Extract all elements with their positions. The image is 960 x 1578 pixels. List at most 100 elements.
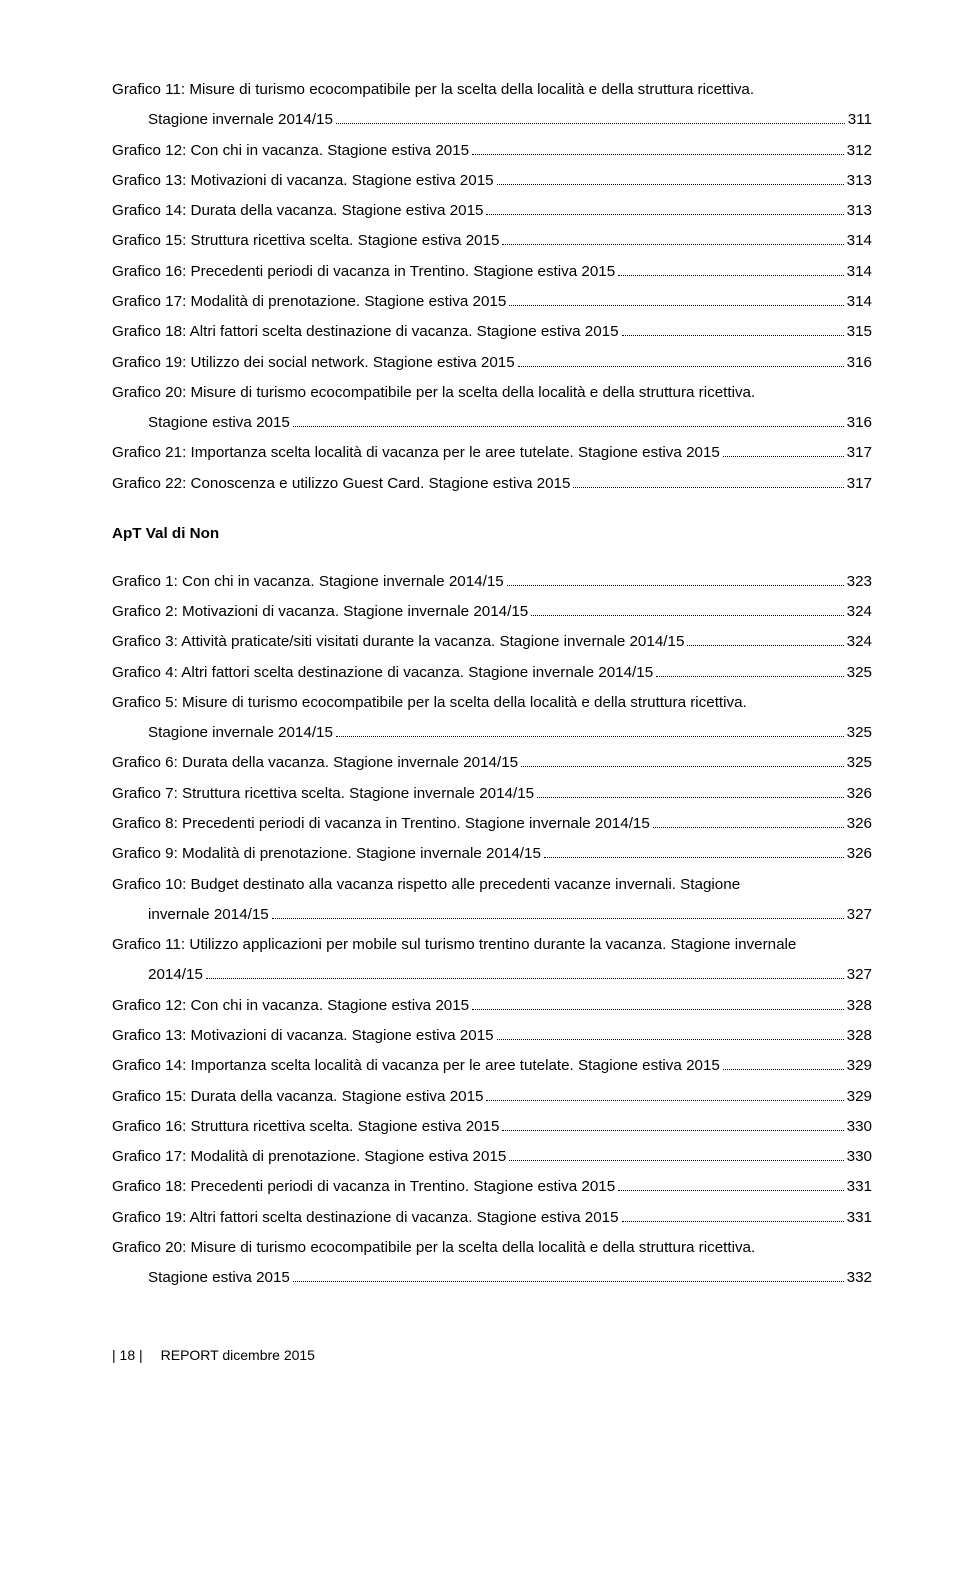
- toc-entry-text: Grafico 6: Durata della vacanza. Stagion…: [112, 751, 518, 774]
- toc-entry-text: 2014/15: [148, 963, 203, 986]
- toc-entry: Grafico 11: Utilizzo applicazioni per mo…: [112, 933, 872, 956]
- toc-entry-text: Grafico 11: Misure di turismo ecocompati…: [112, 78, 754, 101]
- toc-entry: Grafico 11: Misure di turismo ecocompati…: [112, 78, 872, 101]
- toc-leader-dots: [272, 918, 844, 919]
- toc-entry-page: 311: [848, 108, 872, 131]
- page-number: | 18 |: [112, 1347, 143, 1363]
- toc-leader-dots: [687, 645, 843, 646]
- toc-entry: Grafico 14: Importanza scelta località d…: [112, 1054, 872, 1077]
- toc-entry: Grafico 13: Motivazioni di vacanza. Stag…: [112, 169, 872, 192]
- toc-leader-dots: [723, 456, 844, 457]
- toc-entry-text: Grafico 8: Precedenti periodi di vacanza…: [112, 812, 650, 835]
- toc-entry: Grafico 16: Struttura ricettiva scelta. …: [112, 1115, 872, 1138]
- toc-entry-text: Grafico 17: Modalità di prenotazione. St…: [112, 1145, 506, 1168]
- toc-leader-dots: [293, 1281, 844, 1282]
- section-heading: ApT Val di Non: [112, 525, 872, 542]
- toc-leader-dots: [502, 1130, 843, 1131]
- toc-entry-text: Grafico 18: Precedenti periodi di vacanz…: [112, 1175, 615, 1198]
- toc-group-top: Grafico 11: Misure di turismo ecocompati…: [112, 78, 872, 495]
- toc-entry-text: Grafico 12: Con chi in vacanza. Stagione…: [112, 994, 469, 1017]
- toc-entry-page: 313: [847, 199, 872, 222]
- toc-entry: Grafico 2: Motivazioni di vacanza. Stagi…: [112, 600, 872, 623]
- toc-leader-dots: [653, 827, 844, 828]
- toc-entry-text: Grafico 9: Modalità di prenotazione. Sta…: [112, 842, 541, 865]
- toc-entry-page: 328: [847, 994, 872, 1017]
- toc-entry-page: 325: [847, 661, 872, 684]
- toc-leader-dots: [531, 615, 843, 616]
- toc-leader-dots: [518, 366, 844, 367]
- toc-entry: Grafico 18: Precedenti periodi di vacanz…: [112, 1175, 872, 1198]
- toc-entry-text: Grafico 16: Struttura ricettiva scelta. …: [112, 1115, 499, 1138]
- toc-leader-dots: [336, 123, 845, 124]
- toc-leader-dots: [573, 487, 843, 488]
- toc-entry: Stagione invernale 2014/15 325: [112, 721, 872, 744]
- toc-entry-text: Stagione estiva 2015: [148, 1266, 290, 1289]
- toc-leader-dots: [656, 676, 843, 677]
- toc-leader-dots: [293, 426, 844, 427]
- toc-entry: Grafico 18: Altri fattori scelta destina…: [112, 320, 872, 343]
- toc-entry: Grafico 20: Misure di turismo ecocompati…: [112, 381, 872, 404]
- toc-entry: 2014/15 327: [112, 963, 872, 986]
- toc-entry-page: 324: [847, 600, 872, 623]
- toc-leader-dots: [618, 275, 843, 276]
- toc-entry-page: 330: [847, 1145, 872, 1168]
- toc-entry-page: 315: [847, 320, 872, 343]
- toc-entry-page: 327: [847, 963, 872, 986]
- toc-group-bottom: Grafico 1: Con chi in vacanza. Stagione …: [112, 570, 872, 1290]
- toc-entry-text: Grafico 17: Modalità di prenotazione. St…: [112, 290, 506, 313]
- toc-leader-dots: [622, 1221, 844, 1222]
- toc-leader-dots: [336, 736, 844, 737]
- toc-entry-text: Grafico 21: Importanza scelta località d…: [112, 441, 720, 464]
- toc-entry-text: Grafico 1: Con chi in vacanza. Stagione …: [112, 570, 504, 593]
- toc-entry-page: 314: [847, 290, 872, 313]
- toc-entry-page: 331: [847, 1175, 872, 1198]
- toc-leader-dots: [544, 857, 844, 858]
- toc-leader-dots: [723, 1069, 844, 1070]
- toc-entry-page: 316: [847, 351, 872, 374]
- toc-entry-text: Stagione invernale 2014/15: [148, 721, 333, 744]
- toc-leader-dots: [206, 978, 844, 979]
- toc-leader-dots: [507, 585, 844, 586]
- toc-entry-text: Grafico 11: Utilizzo applicazioni per mo…: [112, 933, 796, 956]
- toc-entry: Grafico 5: Misure di turismo ecocompatib…: [112, 691, 872, 714]
- toc-entry: Grafico 20: Misure di turismo ecocompati…: [112, 1236, 872, 1259]
- toc-entry: invernale 2014/15 327: [112, 903, 872, 926]
- toc-entry-page: 313: [847, 169, 872, 192]
- toc-entry: Grafico 13: Motivazioni di vacanza. Stag…: [112, 1024, 872, 1047]
- toc-entry-page: 327: [847, 903, 872, 926]
- report-label: REPORT dicembre 2015: [161, 1347, 315, 1363]
- toc-entry-text: Grafico 15: Durata della vacanza. Stagio…: [112, 1085, 483, 1108]
- toc-entry-page: 324: [847, 630, 872, 653]
- toc-entry: Grafico 7: Struttura ricettiva scelta. S…: [112, 782, 872, 805]
- toc-leader-dots: [497, 1039, 844, 1040]
- toc-entry: Stagione estiva 2015 316: [112, 411, 872, 434]
- toc-entry-text: Grafico 16: Precedenti periodi di vacanz…: [112, 260, 615, 283]
- toc-entry-text: Grafico 20: Misure di turismo ecocompati…: [112, 1236, 755, 1259]
- toc-entry: Grafico 14: Durata della vacanza. Stagio…: [112, 199, 872, 222]
- toc-entry: Grafico 9: Modalità di prenotazione. Sta…: [112, 842, 872, 865]
- toc-leader-dots: [472, 154, 844, 155]
- toc-entry-text: Stagione estiva 2015: [148, 411, 290, 434]
- toc-leader-dots: [521, 766, 844, 767]
- toc-leader-dots: [497, 184, 844, 185]
- toc-entry-text: Grafico 4: Altri fattori scelta destinaz…: [112, 661, 653, 684]
- toc-entry-text: Stagione invernale 2014/15: [148, 108, 333, 131]
- toc-entry: Grafico 4: Altri fattori scelta destinaz…: [112, 661, 872, 684]
- toc-leader-dots: [472, 1009, 844, 1010]
- toc-entry-text: Grafico 14: Durata della vacanza. Stagio…: [112, 199, 483, 222]
- toc-entry: Grafico 22: Conoscenza e utilizzo Guest …: [112, 472, 872, 495]
- toc-entry-page: 329: [847, 1085, 872, 1108]
- toc-entry-text: Grafico 19: Utilizzo dei social network.…: [112, 351, 515, 374]
- toc-entry-text: Grafico 19: Altri fattori scelta destina…: [112, 1206, 619, 1229]
- toc-entry-text: Grafico 12: Con chi in vacanza. Stagione…: [112, 139, 469, 162]
- toc-entry-page: 326: [847, 812, 872, 835]
- toc-entry-text: Grafico 22: Conoscenza e utilizzo Guest …: [112, 472, 570, 495]
- toc-entry: Grafico 12: Con chi in vacanza. Stagione…: [112, 994, 872, 1017]
- toc-entry-text: Grafico 2: Motivazioni di vacanza. Stagi…: [112, 600, 528, 623]
- toc-entry-page: 317: [847, 472, 872, 495]
- toc-entry-page: 332: [847, 1266, 872, 1289]
- toc-entry: Grafico 19: Altri fattori scelta destina…: [112, 1206, 872, 1229]
- toc-entry-page: 325: [847, 751, 872, 774]
- toc-leader-dots: [509, 305, 843, 306]
- toc-entry-page: 329: [847, 1054, 872, 1077]
